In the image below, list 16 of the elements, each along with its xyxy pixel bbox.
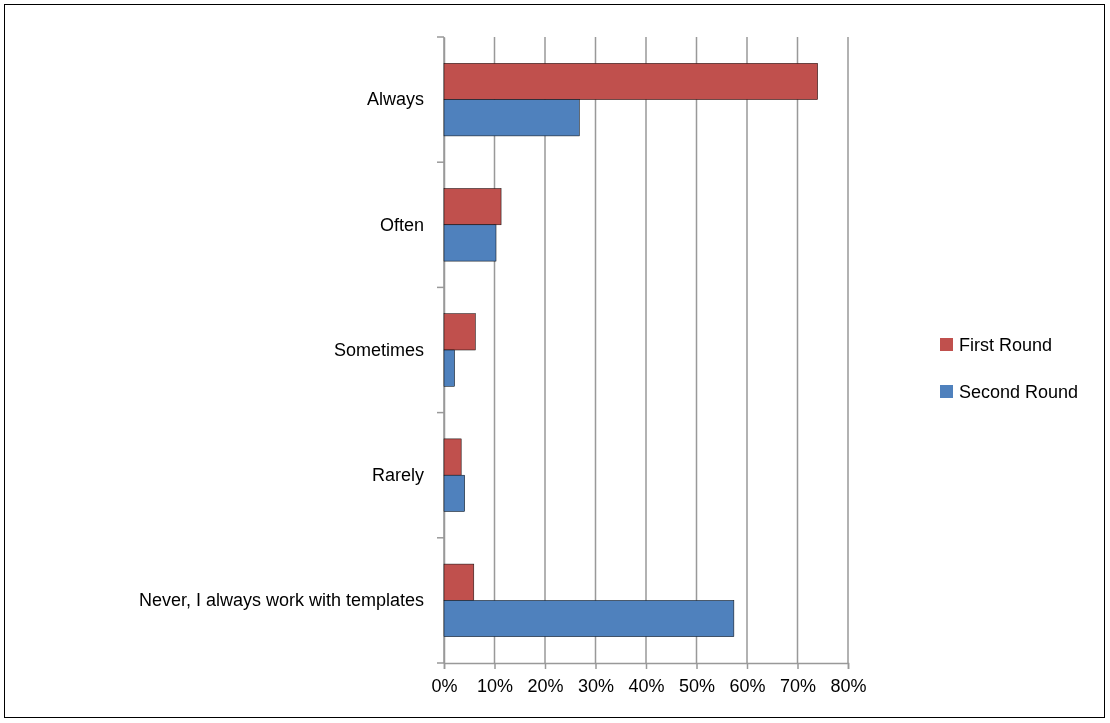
- x-tick-label: 30%: [577, 675, 615, 696]
- legend-label: First Round: [959, 335, 1053, 356]
- y-tick-label: Always: [366, 89, 424, 110]
- x-tick-label: 70%: [779, 675, 817, 696]
- legend-label: Second Round: [959, 382, 1079, 403]
- x-tick-label: 60%: [729, 675, 766, 696]
- x-tick-label: 10%: [476, 675, 514, 696]
- y-tick-label: Never, I always work with templates: [138, 590, 424, 611]
- y-tick-label: Rarely: [371, 464, 424, 485]
- x-tick-label: 50%: [678, 675, 716, 696]
- x-tick-label: 20%: [527, 675, 564, 696]
- y-tick-label: Sometimes: [333, 339, 424, 360]
- x-tick-label: 80%: [830, 675, 867, 696]
- y-tick-label: Often: [379, 214, 424, 235]
- x-tick-label: 40%: [628, 675, 665, 696]
- x-tick-label: 0%: [431, 675, 458, 696]
